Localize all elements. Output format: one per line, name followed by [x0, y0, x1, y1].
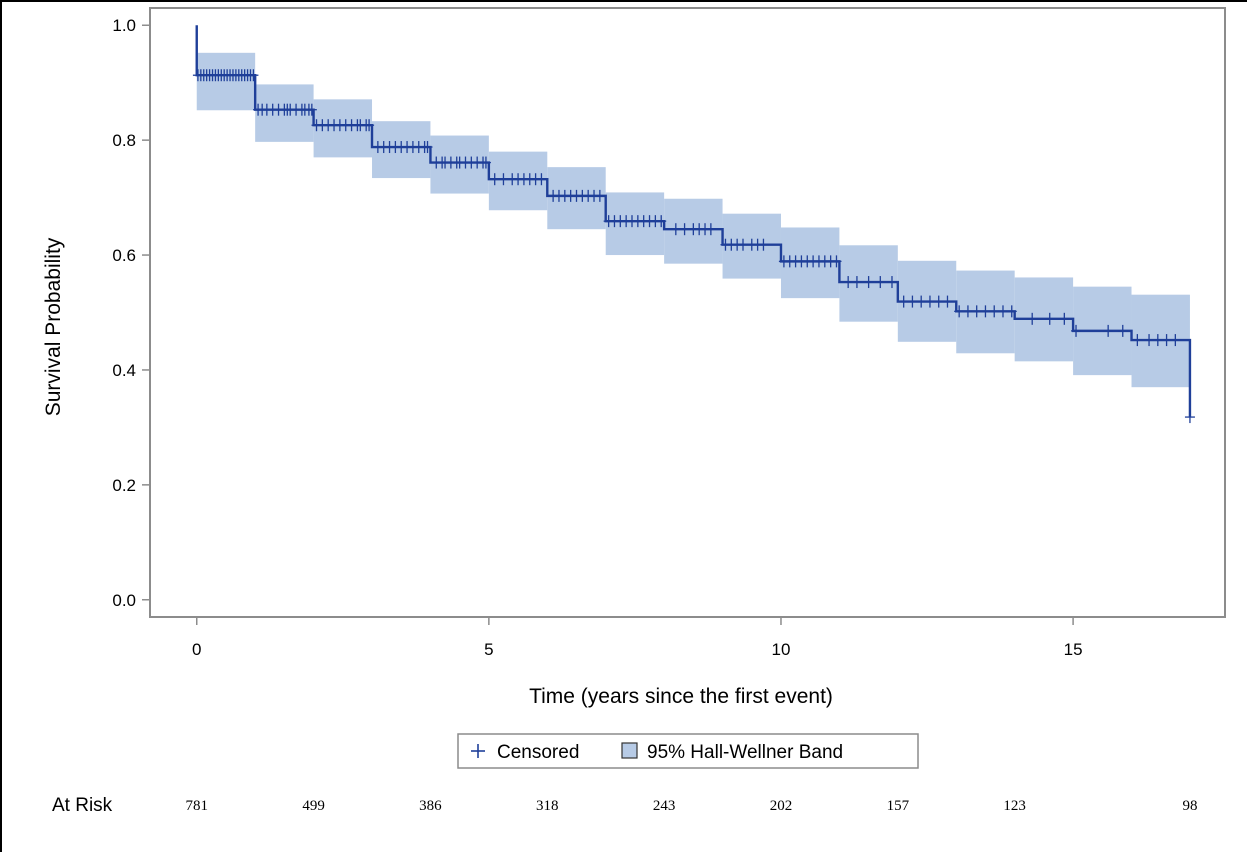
at-risk-count: 98 [1182, 798, 1197, 814]
censored-legend-icon [471, 744, 485, 758]
confidence-band-segment [780, 227, 840, 299]
censored-mark [248, 69, 259, 82]
censored-mark [1161, 334, 1172, 347]
censored-mark [1071, 324, 1082, 337]
censored-mark [863, 276, 874, 289]
at-risk-count: 318 [536, 798, 559, 814]
confidence-band-segment [313, 99, 373, 158]
censored-mark [306, 103, 317, 116]
censored-mark [656, 215, 667, 228]
censored-mark [1144, 334, 1155, 347]
censored-mark [758, 238, 769, 251]
censored-mark [875, 276, 886, 289]
censored-mark [962, 305, 973, 318]
at-risk-label: At Risk [52, 795, 113, 816]
plot-area-frame [149, 7, 1226, 618]
legend-entry-censored: Censored [497, 742, 579, 763]
confidence-band-segment [605, 192, 665, 256]
censored-mark [843, 276, 854, 289]
censored-mark [738, 238, 749, 251]
censored-mark [1170, 334, 1181, 347]
censored-mark [916, 295, 927, 308]
censored-mark [1027, 312, 1038, 325]
legend: Censored 95% Hall-Wellner Band [457, 733, 919, 769]
y-tick-label: 0.8 [112, 131, 136, 150]
at-risk-count: 386 [419, 798, 442, 814]
censored-mark [997, 305, 1008, 318]
x-axis: 0 5 10 15 [192, 617, 1083, 659]
at-risk-count: 781 [185, 798, 208, 814]
censored-mark [1103, 324, 1114, 337]
x-tick-label: 5 [484, 640, 493, 659]
x-tick-label: 10 [772, 640, 791, 659]
y-tick-label: 0.6 [112, 246, 136, 265]
at-risk-count: 499 [302, 798, 325, 814]
censored-mark [1059, 312, 1070, 325]
y-axis-title: Survival Probability [42, 237, 65, 416]
censored-mark [1006, 305, 1017, 318]
censored-mark [1117, 324, 1128, 337]
censored-mark [670, 223, 681, 236]
censored-mark [1132, 334, 1143, 347]
censored-mark [679, 223, 690, 236]
censored-mark [924, 295, 935, 308]
censored-mark [831, 255, 842, 268]
censored-mark [898, 295, 909, 308]
censored-mark [980, 305, 991, 318]
y-tick-label: 0.0 [112, 591, 136, 610]
x-tick-label: 15 [1064, 640, 1083, 659]
y-tick-label: 0.4 [112, 361, 136, 380]
at-risk-counts: 781 499 386 318 243 202 157 123 98 [185, 798, 1197, 814]
censored-mark [851, 276, 862, 289]
censored-marks-layer [192, 69, 1195, 424]
censored-mark [933, 295, 944, 308]
x-tick-label: 0 [192, 640, 201, 659]
x-axis-title: Time (years since the first event) [529, 685, 833, 708]
censored-mark [886, 276, 897, 289]
censored-mark [480, 156, 491, 169]
censored-mark [536, 173, 547, 186]
censored-mark [364, 119, 375, 132]
censored-mark [705, 223, 716, 236]
at-risk-count: 157 [887, 798, 910, 814]
censored-mark [498, 173, 509, 186]
censored-mark [422, 141, 433, 154]
censored-mark [971, 305, 982, 318]
band-legend-swatch [621, 742, 638, 759]
censored-mark [594, 189, 605, 202]
y-tick-label: 0.2 [112, 476, 136, 495]
censored-mark [989, 305, 1000, 318]
legend-box [457, 733, 919, 769]
y-tick-label: 1.0 [112, 16, 136, 35]
confidence-band-layer [196, 52, 1190, 388]
at-risk-count: 243 [653, 798, 676, 814]
confidence-band-segment [196, 52, 256, 111]
at-risk-count: 123 [1003, 798, 1026, 814]
censored-mark [1152, 334, 1163, 347]
censored-mark [489, 173, 500, 186]
censored-mark [942, 295, 953, 308]
at-risk-count: 202 [770, 798, 793, 814]
censored-mark [1184, 411, 1195, 424]
legend-entry-band: 95% Hall-Wellner Band [647, 742, 843, 763]
y-axis: 0.0 0.2 0.4 0.6 0.8 1.0 [112, 16, 150, 610]
censored-mark [907, 295, 918, 308]
censored-mark [1044, 312, 1055, 325]
censored-mark [954, 305, 965, 318]
